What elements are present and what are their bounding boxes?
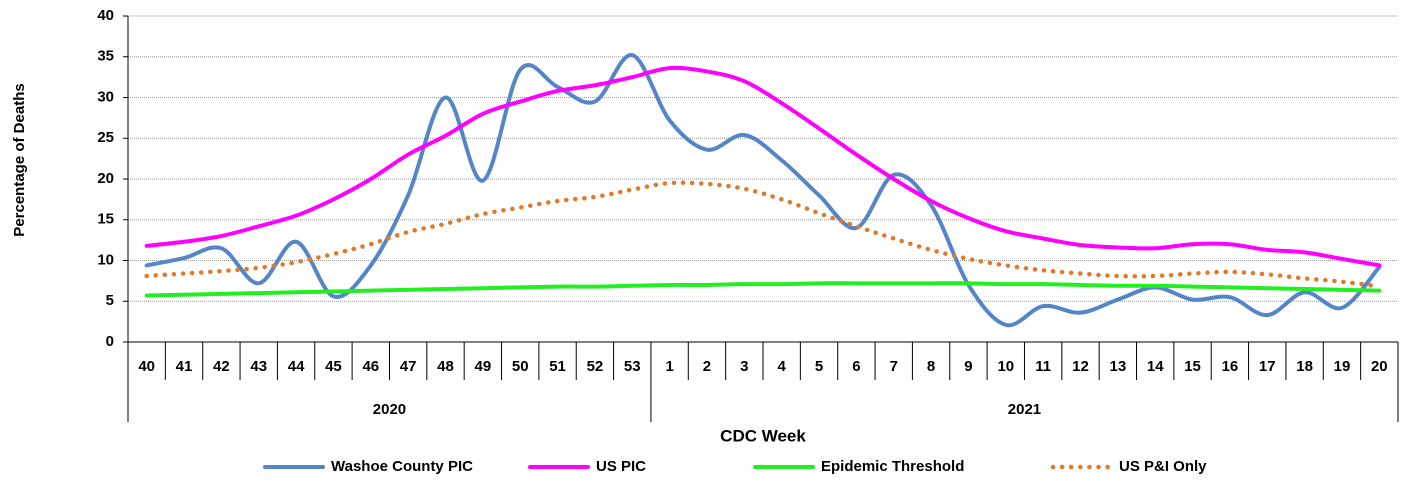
series-line [144, 53, 1382, 328]
y-tick-label: 5 [106, 292, 114, 309]
x-tick-label: 5 [815, 358, 823, 375]
x-tick-label: 47 [400, 358, 417, 375]
x-tick-label: 40 [138, 358, 155, 375]
y-tick-label: 25 [97, 129, 114, 146]
y-tick-label: 35 [97, 48, 114, 65]
x-tick-label: 7 [890, 358, 898, 375]
x-tick-label: 3 [740, 358, 748, 375]
x-tick-label: 1 [665, 358, 673, 375]
x-axis-label: CDC Week [720, 426, 806, 445]
x-tick-label: 50 [512, 358, 529, 375]
x-tick-label: 12 [1072, 358, 1089, 375]
x-tick-label: 19 [1334, 358, 1351, 375]
x-tick-label: 15 [1184, 358, 1201, 375]
x-tick-label: 43 [250, 358, 267, 375]
series-line [144, 180, 1382, 289]
x-tick-label: 8 [927, 358, 935, 375]
x-tick-label: 9 [964, 358, 972, 375]
x-tick-label: 53 [624, 358, 641, 375]
legend-label: US PIC [596, 458, 646, 475]
y-tick-label: 15 [97, 211, 114, 228]
x-tick-label: 44 [288, 358, 305, 375]
y-tick-label: 30 [97, 88, 114, 105]
x-tick-label: 46 [362, 358, 379, 375]
x-tick-label: 52 [587, 358, 604, 375]
legend-label: Washoe County PIC [331, 458, 473, 475]
x-tick-label: 48 [437, 358, 454, 375]
series-line [144, 65, 1382, 268]
group-label: 2021 [1008, 401, 1041, 418]
x-tick-label: 10 [997, 358, 1014, 375]
x-tick-label: 2 [703, 358, 711, 375]
x-tick-label: 51 [549, 358, 566, 375]
series-line [144, 281, 1382, 298]
x-tick-label: 4 [778, 358, 787, 375]
x-tick-label: 18 [1296, 358, 1313, 375]
y-axis-label: Percentage of Deaths [11, 83, 28, 236]
x-tick-label: 16 [1222, 358, 1239, 375]
x-tick-label: 11 [1035, 358, 1051, 375]
y-tick-label: 40 [97, 7, 114, 24]
y-tick-label: 10 [97, 251, 114, 268]
x-tick-label: 17 [1259, 358, 1276, 375]
y-tick-label: 0 [106, 333, 114, 350]
x-tick-label: 20 [1371, 358, 1388, 375]
x-tick-label: 41 [176, 358, 193, 375]
x-tick-label: 45 [325, 358, 342, 375]
legend-label: US P&I Only [1119, 458, 1207, 475]
x-tick-label: 42 [213, 358, 230, 375]
x-tick-label: 6 [852, 358, 860, 375]
x-tick-label: 14 [1147, 358, 1164, 375]
x-tick-label: 13 [1110, 358, 1127, 375]
group-label: 2020 [373, 401, 406, 418]
y-tick-label: 20 [97, 170, 114, 187]
legend-label: Epidemic Threshold [821, 458, 964, 475]
x-tick-label: 49 [475, 358, 492, 375]
